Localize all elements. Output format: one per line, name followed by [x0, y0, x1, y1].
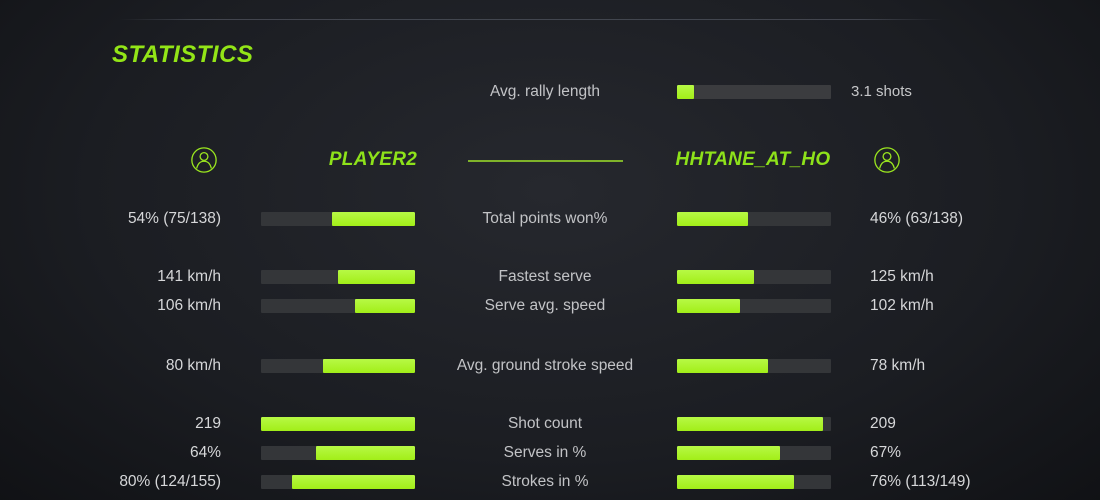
left-player-bar [261, 270, 415, 284]
right-player-bar-fill [677, 417, 824, 431]
left-player-bar-fill [316, 446, 415, 460]
rally-length-row: Avg. rally length 3.1 shots [0, 78, 1100, 106]
player-left-name: PLAYER2 [328, 149, 418, 170]
right-player-bar [677, 475, 831, 489]
stat-row-serves-in: 64% Serves in % 67% [0, 439, 1100, 467]
right-player-bar-fill [677, 270, 754, 284]
left-player-value: 106 km/h [157, 297, 221, 314]
right-player-bar [677, 299, 831, 313]
right-player-bar [677, 417, 831, 431]
left-player-value: 219 [195, 415, 221, 432]
top-divider-line [119, 19, 943, 20]
stat-row-total-points: 54% (75/138) Total points won% 46% (63/1… [0, 205, 1100, 233]
players-divider-line [468, 160, 623, 162]
left-player-bar-fill [354, 299, 415, 313]
stat-row-strokes-in: 80% (124/155) Strokes in % 76% (113/149) [0, 468, 1100, 496]
right-player-bar-fill [677, 299, 741, 313]
rally-length-value: 3.1 shots [851, 83, 912, 100]
left-player-bar-fill [261, 417, 415, 431]
left-player-bar-fill [331, 212, 415, 226]
right-player-bar-fill [677, 212, 748, 226]
stat-row-serve-avg-speed: 106 km/h Serve avg. speed 102 km/h [0, 292, 1100, 320]
rally-length-label: Avg. rally length [490, 83, 600, 100]
left-player-value: 54% (75/138) [127, 210, 221, 227]
player-left-avatar-icon [190, 146, 218, 174]
stat-label: Serves in % [503, 444, 587, 461]
left-player-value: 64% [189, 444, 221, 461]
stat-label: Avg. ground stroke speed [456, 357, 634, 374]
left-player-bar-fill [338, 270, 415, 284]
stat-label: Serve avg. speed [484, 297, 606, 314]
right-player-bar [677, 446, 831, 460]
stat-row-shot-count: 219 Shot count 209 [0, 410, 1100, 438]
right-player-value: 78 km/h [870, 357, 926, 374]
left-player-bar [261, 299, 415, 313]
right-player-value: 125 km/h [870, 268, 934, 285]
left-player-value: 80% (124/155) [119, 473, 221, 490]
rally-length-bar-fill [677, 85, 694, 99]
right-player-bar [677, 270, 831, 284]
right-player-value: 67% [870, 444, 902, 461]
stat-label: Fastest serve [498, 268, 592, 285]
left-player-bar-fill [291, 475, 415, 489]
right-player-value: 76% (113/149) [870, 473, 971, 490]
left-player-bar [261, 446, 415, 460]
player-right-avatar-icon [873, 146, 901, 174]
right-player-bar [677, 359, 831, 373]
stat-row-fastest-serve: 141 km/h Fastest serve 125 km/h [0, 263, 1100, 291]
right-player-value: 46% (63/138) [870, 210, 964, 227]
right-player-value: 209 [870, 415, 896, 432]
left-player-bar [261, 359, 415, 373]
left-player-bar-fill [322, 359, 415, 373]
player-right-name: HHTANE_AT_HO [675, 149, 831, 170]
players-header-row: PLAYER2 HHTANE_AT_HO [0, 144, 1100, 176]
right-player-bar [677, 212, 831, 226]
stat-label: Strokes in % [501, 473, 589, 490]
left-player-value: 141 km/h [157, 268, 221, 285]
left-player-bar [261, 212, 415, 226]
stat-label: Shot count [507, 415, 583, 432]
right-player-bar-fill [677, 359, 768, 373]
rally-length-bar [677, 85, 831, 99]
left-player-bar [261, 417, 415, 431]
right-player-bar-fill [677, 446, 781, 460]
stat-label: Total points won% [482, 210, 608, 227]
page-title: STATISTICS [112, 41, 254, 68]
right-player-value: 102 km/h [870, 297, 934, 314]
left-player-value: 80 km/h [165, 357, 221, 374]
left-player-bar [261, 475, 415, 489]
stat-row-ground-stroke-speed: 80 km/h Avg. ground stroke speed 78 km/h [0, 352, 1100, 380]
right-player-bar-fill [677, 475, 795, 489]
